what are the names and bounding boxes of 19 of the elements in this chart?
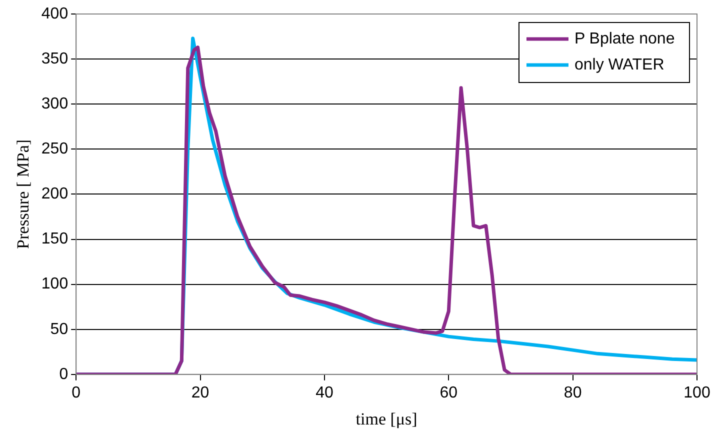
x-tick-label: 60 — [440, 384, 458, 402]
y-tick-label: 400 — [41, 5, 68, 22]
y-tick-label: 50 — [50, 320, 68, 338]
y-axis-title: Pressure [ MPa] — [14, 139, 33, 249]
x-tick-label: 20 — [191, 384, 210, 402]
y-tick-label: 300 — [41, 96, 68, 113]
y-tick-label: 0 — [59, 366, 68, 383]
x-axis-title: time [μs] — [356, 409, 418, 428]
y-tick-label: 150 — [41, 230, 68, 248]
y-tick-label: 250 — [41, 140, 68, 158]
x-tick-label: 0 — [72, 384, 81, 402]
legend-label: only WATER — [574, 56, 664, 74]
x-tick-label: 100 — [684, 384, 710, 402]
y-tick-label: 200 — [41, 186, 68, 203]
legend-label: P Bplate none — [574, 30, 675, 48]
x-tick-label: 40 — [316, 384, 334, 402]
y-tick-label: 100 — [41, 276, 68, 293]
x-tick-label: 80 — [564, 384, 582, 402]
y-tick-label: 350 — [41, 50, 68, 68]
